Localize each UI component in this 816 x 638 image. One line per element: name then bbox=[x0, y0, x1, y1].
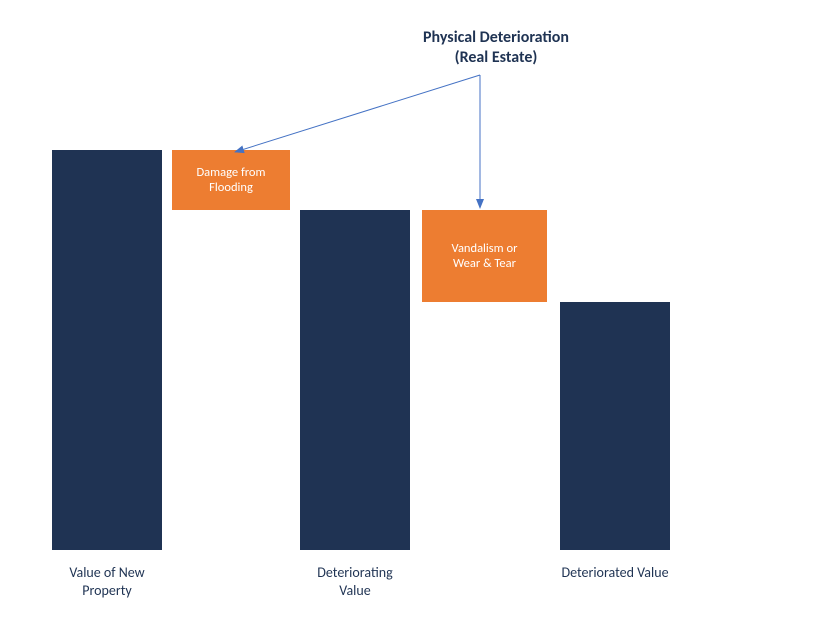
bar-label-new-line1: Value of New bbox=[32, 564, 182, 582]
bar-label-mid-line2: Value bbox=[280, 582, 430, 600]
bar-mid bbox=[300, 210, 410, 550]
chart-title-line2: (Real Estate) bbox=[376, 48, 616, 68]
bar-new bbox=[52, 150, 162, 550]
bar-label-new: Value of NewProperty bbox=[32, 564, 182, 599]
bar-label-new-line2: Property bbox=[32, 582, 182, 600]
bar-label-final: Deteriorated Value bbox=[540, 564, 690, 582]
chart-stage: Physical Deterioration(Real Estate) Value… bbox=[0, 0, 816, 638]
bar-label-mid-line1: Deteriorating bbox=[280, 564, 430, 582]
arrow-to-flood bbox=[235, 75, 480, 152]
connector-wear-line1: Vandalism or bbox=[452, 241, 518, 256]
bar-label-final-line1: Deteriorated Value bbox=[540, 564, 690, 582]
connector-flood-line1: Damage from bbox=[196, 165, 265, 180]
connector-flood: Damage fromFlooding bbox=[172, 150, 290, 210]
chart-title: Physical Deterioration(Real Estate) bbox=[376, 28, 616, 68]
connector-wear-line2: Wear & Tear bbox=[452, 256, 518, 271]
chart-title-line1: Physical Deterioration bbox=[376, 28, 616, 48]
bar-final bbox=[560, 302, 670, 550]
connector-flood-line2: Flooding bbox=[196, 180, 265, 195]
bar-label-mid: DeterioratingValue bbox=[280, 564, 430, 599]
connector-wear: Vandalism orWear & Tear bbox=[422, 210, 547, 302]
